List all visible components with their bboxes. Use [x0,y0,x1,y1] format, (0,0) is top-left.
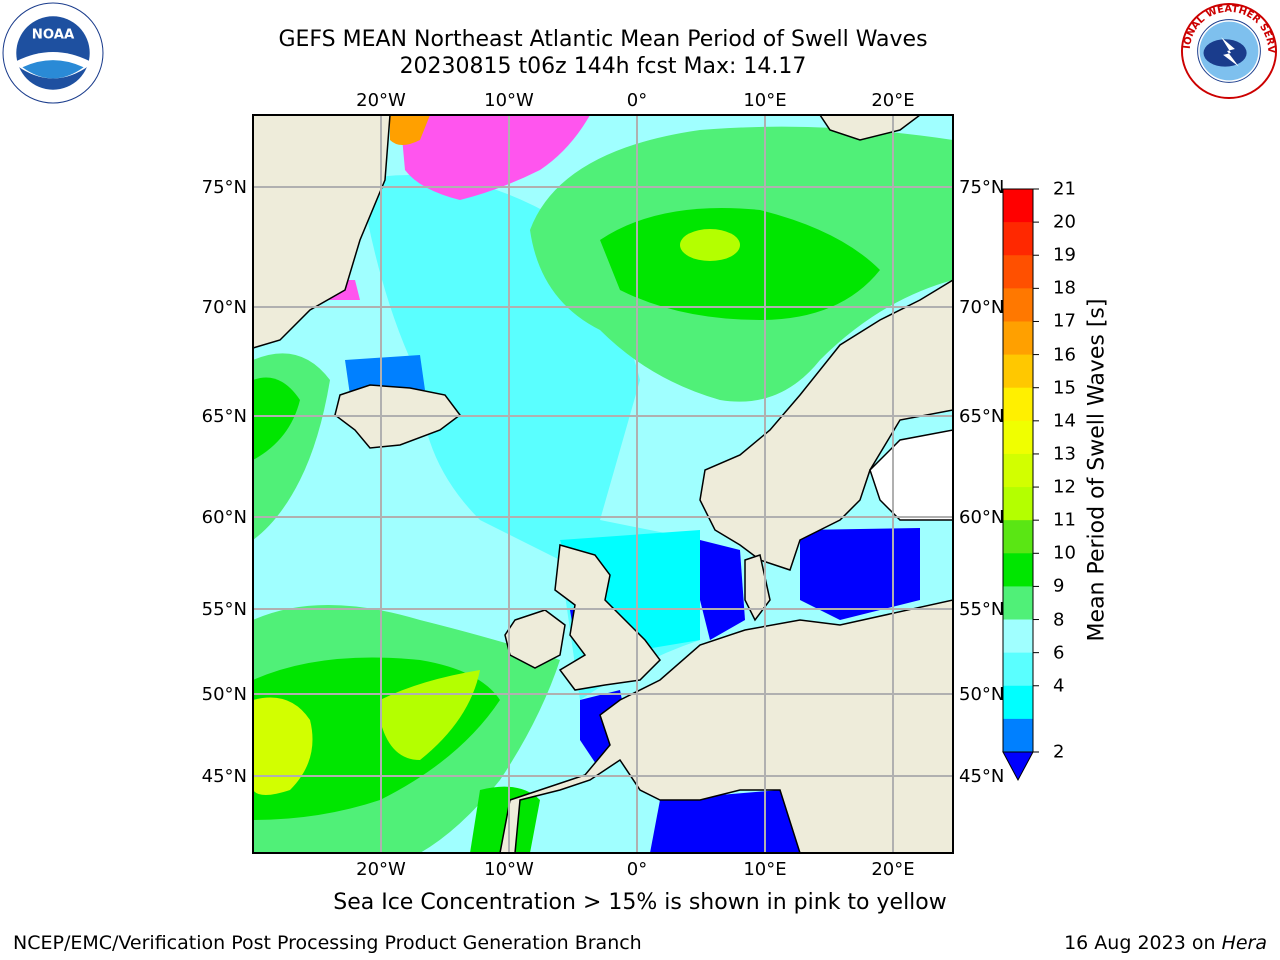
colorbar-segment [1003,288,1033,322]
lat-label: 65°N [202,406,247,427]
colorbar-tick-label: 8 [1053,609,1065,631]
colorbar-segment [1003,718,1033,753]
lat-labels-right: 75°N 70°N 65°N 60°N 55°N 50°N 45°N [959,177,1004,787]
colorbar-label: Mean Period of Swell Waves [s] [1084,298,1110,642]
footer-date: 16 Aug 2023 on Hera [1064,932,1267,954]
colorbar-segment [1003,553,1033,587]
colorbar-tick-label: 2 [1053,741,1065,763]
colorbar-tick-label: 21 [1053,178,1076,200]
lat-label: 70°N [959,297,1004,318]
colorbar-frame [1002,188,1034,753]
lon-label: 20°E [871,859,914,880]
colorbar-segment [1003,255,1033,289]
lat-label: 45°N [202,766,247,787]
colorbar-segment [1003,685,1033,720]
nws-logo: NATIONAL WEATHER SERVICE [1180,2,1278,100]
map-title: GEFS MEAN Northeast Atlantic Mean Period… [278,27,928,52]
lat-label: 75°N [202,177,247,198]
colorbar-tick-label: 16 [1053,344,1076,366]
colorbar-segment [1003,387,1033,422]
colorbar-extend-arrow [1002,751,1034,782]
footer-date-text: 16 Aug 2023 on [1064,932,1222,954]
colorbar-tick-label: 17 [1053,310,1076,332]
lat-label: 55°N [202,599,247,620]
colorbar-segment [1003,354,1033,389]
lon-label: 20°W [356,859,406,880]
lat-label: 65°N [959,406,1004,427]
colorbar-segment [1003,487,1033,521]
svg-text:NOAA: NOAA [32,28,75,43]
map-graticule [253,115,953,853]
colorbar-tick-label: 15 [1053,377,1076,399]
lat-labels-left: 75°N 70°N 65°N 60°N 55°N 50°N 45°N [202,177,247,787]
colorbar-segment [1003,652,1033,687]
lon-label: 10°E [743,859,786,880]
noaa-logo: NOAA [2,2,104,104]
colorbar-segment [1003,520,1033,554]
colorbar-tick-label: 19 [1053,244,1076,266]
lon-label: 20°W [356,90,406,111]
lon-labels-bottom: 20°W 10°W 0° 10°E 20°E [356,859,914,880]
lon-label: 10°W [484,859,534,880]
colorbar-segment [1003,321,1033,356]
lon-label: 0° [627,90,647,111]
swell-period-field [253,115,953,853]
colorbar-tick-label: 14 [1053,410,1076,432]
colorbar [1002,188,1039,782]
colorbar-tick-label: 20 [1053,211,1076,233]
colorbar-segment [1003,453,1033,488]
colorbar-segment [1003,189,1033,223]
colorbar-segment [1003,586,1033,621]
lat-label: 55°N [959,599,1004,620]
lat-label: 75°N [959,177,1004,198]
map-subtitle: 20230815 t06z 144h fcst Max: 14.17 [399,54,807,79]
colorbar-segment [1003,619,1033,654]
lon-label: 20°E [871,90,914,111]
colorbar-tick-label: 9 [1053,575,1065,597]
colorbar-segment [1003,420,1033,455]
lat-label: 60°N [202,507,247,528]
lat-label: 50°N [202,684,247,705]
colorbar-tick-label: 6 [1053,642,1065,664]
lon-label: 0° [627,859,647,880]
sea-ice-note: Sea Ice Concentration > 15% is shown in … [333,890,947,915]
colorbar-tick-label: 11 [1053,509,1076,531]
lon-label: 10°W [484,90,534,111]
lat-label: 45°N [959,766,1004,787]
map-frame [252,114,954,854]
lat-label: 60°N [959,507,1004,528]
colorbar-tick-label: 4 [1053,675,1065,697]
lon-label: 10°E [743,90,786,111]
lat-label: 50°N [959,684,1004,705]
lon-labels-top: 20°W 10°W 0° 10°E 20°E [356,90,914,111]
colorbar-tick-label: 12 [1053,476,1076,498]
lat-label: 70°N [202,297,247,318]
colorbar-tick-label: 18 [1053,277,1076,299]
colorbar-segment [1003,222,1033,256]
colorbar-tick-label: 10 [1053,542,1076,564]
footer-credit: NCEP/EMC/Verification Post Processing Pr… [13,932,642,954]
colorbar-tick-label: 13 [1053,443,1076,465]
footer-host: Hera [1221,932,1267,954]
